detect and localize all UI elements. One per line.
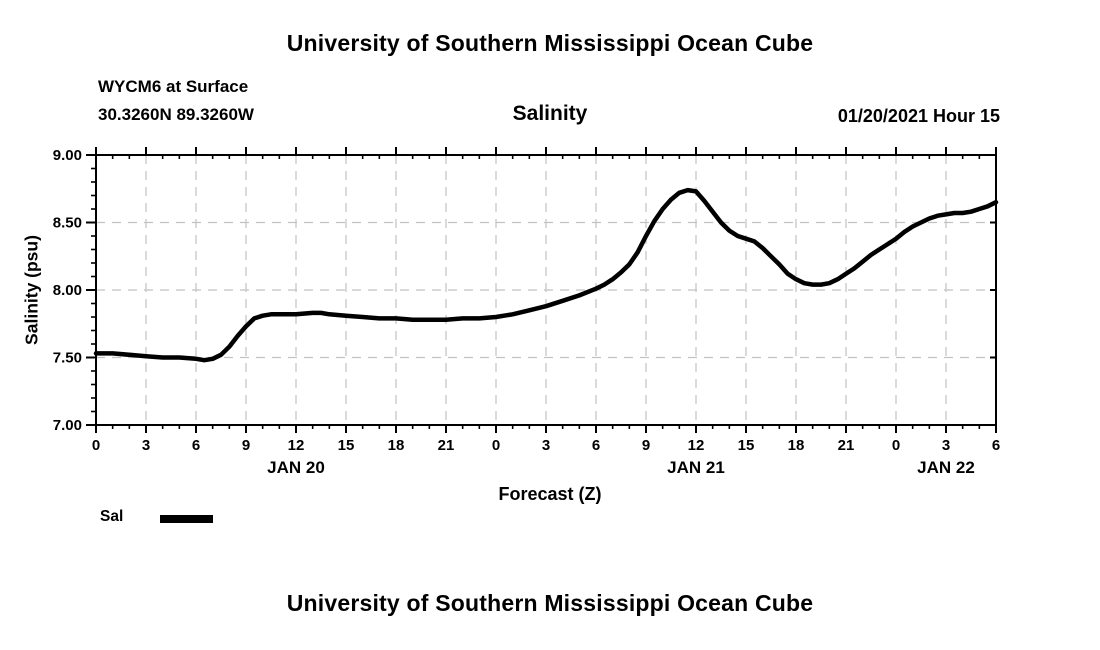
x-tick-label: 18 [388, 437, 405, 454]
x-tick-label: 0 [92, 437, 100, 454]
x-tick-label: 3 [942, 437, 950, 454]
y-tick-label: 8.50 [53, 215, 82, 232]
x-tick-label: 3 [142, 437, 150, 454]
x-tick-label: 15 [338, 437, 355, 454]
day-label: JAN 22 [917, 458, 975, 477]
x-tick-label: 12 [688, 437, 705, 454]
legend-label-sal: Sal [100, 508, 124, 525]
x-tick-label: 0 [892, 437, 900, 454]
x-tick-label: 9 [642, 437, 650, 454]
y-tick-label: 7.00 [53, 417, 82, 434]
x-axis-title: Forecast (Z) [498, 484, 602, 504]
x-tick-label: 0 [492, 437, 500, 454]
x-tick-label: 6 [592, 437, 600, 454]
coordinates-label: 30.3260N 89.3260W [98, 105, 254, 124]
footer-title: University of Southern Mississippi Ocean… [286, 590, 814, 616]
x-tick-label: 18 [788, 437, 805, 454]
y-tick-label: 8.00 [53, 282, 82, 299]
page-title: University of Southern Mississippi Ocean… [286, 30, 814, 56]
x-tick-label: 15 [738, 437, 755, 454]
day-label: JAN 20 [267, 458, 325, 477]
legend-line-swatch [160, 515, 213, 523]
y-tick-label: 7.50 [53, 350, 82, 367]
x-tick-label: 21 [838, 437, 855, 454]
x-tick-label: 3 [542, 437, 550, 454]
x-tick-label: 9 [242, 437, 250, 454]
forecast-datetime-label: 01/20/2021 Hour 15 [837, 106, 1000, 126]
x-tick-label: 21 [438, 437, 455, 454]
chart-title: Salinity [512, 102, 588, 125]
y-tick-label: 9.00 [53, 147, 82, 164]
x-tick-label: 6 [992, 437, 1000, 454]
y-axis-title: Salinity (psu) [21, 235, 42, 345]
station-label: WYCM6 at Surface [98, 77, 249, 96]
day-label: JAN 21 [667, 458, 725, 477]
salinity-series-line [93, 187, 999, 363]
x-tick-label: 6 [192, 437, 200, 454]
x-tick-label: 12 [288, 437, 305, 454]
